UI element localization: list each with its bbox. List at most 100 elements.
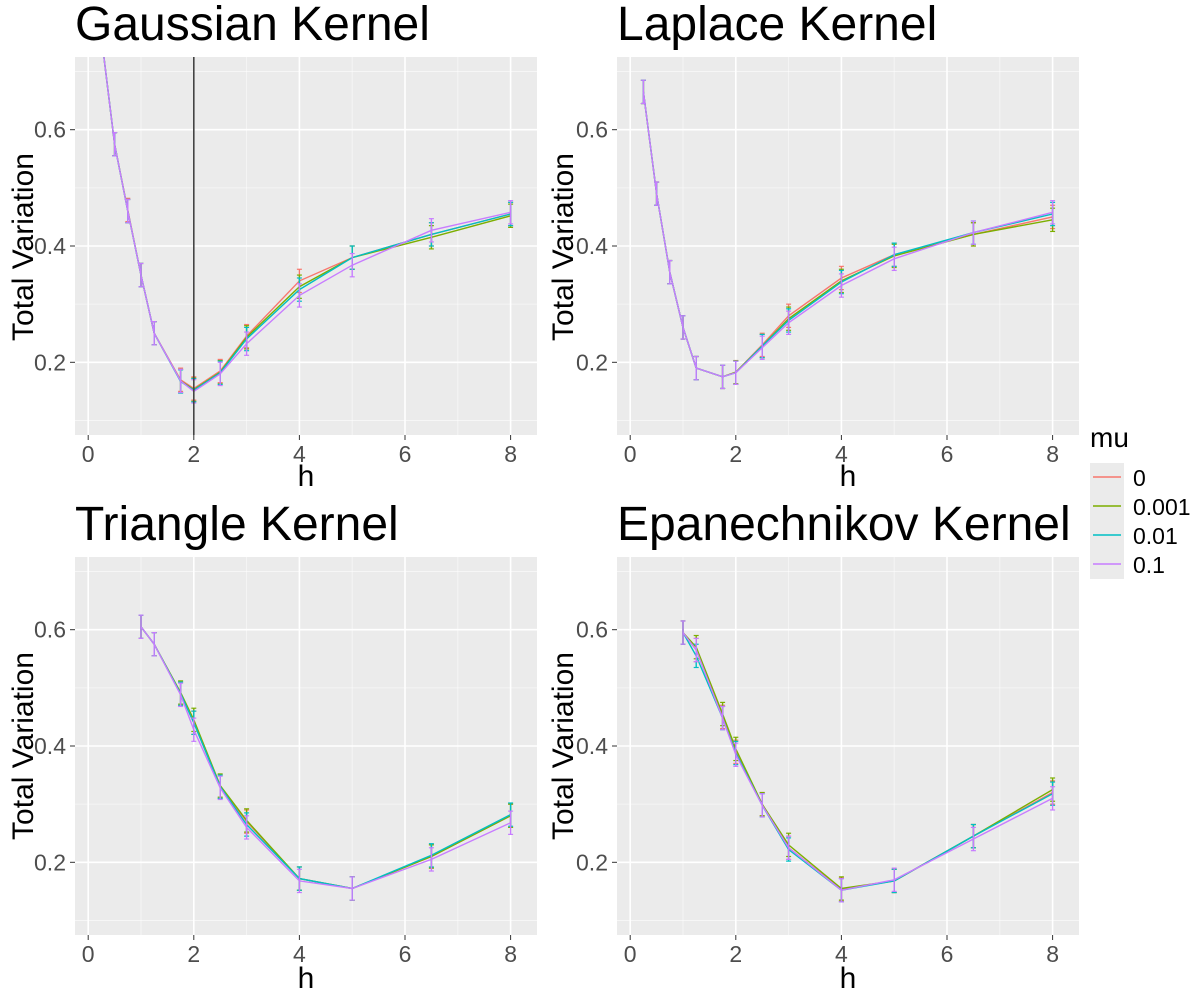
error-bar bbox=[640, 79, 646, 105]
error-bar bbox=[733, 742, 739, 767]
y-tick-label: 0.4 bbox=[576, 233, 608, 259]
error-bar bbox=[244, 815, 250, 840]
x-tick-label: 6 bbox=[399, 441, 412, 467]
error-bar bbox=[178, 368, 184, 394]
y-axis-title: Total Variation bbox=[7, 652, 40, 840]
x-tick-label: 8 bbox=[504, 941, 517, 967]
y-axis-title: Total Variation bbox=[547, 153, 580, 341]
series bbox=[680, 620, 1056, 903]
panel-title: Epanechnikov Kernel bbox=[617, 498, 1071, 551]
legend-item: 0.01 bbox=[1090, 521, 1178, 550]
y-tick-label: 0.2 bbox=[34, 849, 66, 875]
error-bar bbox=[112, 132, 118, 157]
y-tick-label: 0.4 bbox=[576, 733, 608, 759]
y-tick-label: 0.2 bbox=[576, 349, 608, 375]
panel-title: Laplace Kernel bbox=[617, 0, 937, 51]
error-bar bbox=[428, 847, 434, 872]
x-tick-label: 0 bbox=[82, 941, 95, 967]
x-tick-label: 2 bbox=[187, 441, 200, 467]
error-bar bbox=[733, 360, 739, 386]
error-bar bbox=[680, 315, 686, 340]
error-bar bbox=[786, 835, 792, 861]
error-bar bbox=[838, 273, 844, 298]
legend-label: 0 bbox=[1133, 465, 1146, 491]
plot-data bbox=[138, 614, 514, 901]
y-tick-label: 0.6 bbox=[576, 117, 608, 143]
plot-area: 0 2 4 6 8 0.2 0.4 0.6 bbox=[34, 57, 537, 467]
series bbox=[138, 614, 514, 901]
y-tick-label: 0.2 bbox=[34, 349, 66, 375]
error-bar bbox=[759, 335, 765, 360]
error-bar bbox=[891, 867, 897, 892]
error-bar bbox=[296, 868, 302, 894]
x-tick-label: 2 bbox=[729, 441, 742, 467]
error-bar bbox=[693, 355, 699, 381]
error-bar bbox=[296, 283, 302, 308]
y-tick-label: 0.4 bbox=[34, 733, 66, 759]
x-tick-label: 2 bbox=[187, 941, 200, 967]
x-tick-label: 6 bbox=[399, 941, 412, 967]
error-bar bbox=[217, 775, 223, 801]
x-tick-label: 4 bbox=[293, 441, 306, 467]
plot-area: 0 2 4 6 8 0.2 0.4 0.6 bbox=[34, 557, 537, 967]
panel-triangle: Triangle Kernel Total Variation h 0 2 4 6 80… bbox=[7, 498, 537, 995]
y-tick-label: 0.2 bbox=[576, 849, 608, 875]
legend: mu 0 0.001 0.01 0.1 bbox=[1090, 422, 1191, 579]
x-tick-label: 6 bbox=[941, 441, 954, 467]
legend-title: mu bbox=[1090, 422, 1129, 453]
error-bar bbox=[891, 246, 897, 272]
error-bar bbox=[508, 200, 514, 225]
x-tick-label: 8 bbox=[504, 441, 517, 467]
x-tick-label: 2 bbox=[729, 941, 742, 967]
error-bar bbox=[1050, 200, 1056, 225]
plot-area: 0 2 4 6 8 0.2 0.4 0.6 bbox=[576, 557, 1079, 967]
error-bar bbox=[680, 620, 686, 645]
legend-item: 0.1 bbox=[1090, 550, 1165, 579]
error-bar bbox=[125, 198, 131, 224]
x-tick-label: 0 bbox=[624, 941, 637, 967]
panel-title: Gaussian Kernel bbox=[75, 0, 430, 51]
legend-item: 0 bbox=[1090, 463, 1146, 492]
panel-epanechnikov: Epanechnikov Kernel Total Variation h 0 2… bbox=[547, 498, 1079, 995]
x-axis-title: h bbox=[840, 460, 857, 493]
error-bar bbox=[191, 717, 197, 742]
error-bar bbox=[138, 262, 144, 288]
y-tick-label: 0.6 bbox=[34, 117, 66, 143]
series bbox=[640, 79, 1056, 390]
error-bar bbox=[759, 793, 765, 818]
error-bar bbox=[667, 259, 673, 285]
legend-label: 0.001 bbox=[1133, 494, 1191, 520]
error-bar bbox=[349, 876, 355, 901]
grid bbox=[617, 557, 1079, 935]
error-bar bbox=[720, 705, 726, 731]
y-tick-label: 0.6 bbox=[34, 617, 66, 643]
panel-title: Triangle Kernel bbox=[75, 498, 399, 551]
plot-data bbox=[640, 79, 1056, 390]
x-axis-title: h bbox=[298, 962, 315, 995]
x-tick-label: 8 bbox=[1046, 941, 1059, 967]
x-tick-label: 0 bbox=[82, 441, 95, 467]
series-line bbox=[682, 632, 1053, 891]
panel-gaussian: Gaussian Kernel Total Variation h 0 2 4 6 80… bbox=[7, 0, 537, 493]
x-tick-label: 0 bbox=[624, 441, 637, 467]
y-tick-label: 0.6 bbox=[576, 617, 608, 643]
error-bar bbox=[786, 310, 792, 335]
error-bar bbox=[349, 252, 355, 278]
plot-area: 0 2 4 6 8 0.2 0.4 0.6 bbox=[576, 57, 1079, 467]
y-axis-title: Total Variation bbox=[547, 652, 580, 840]
error-bar bbox=[1050, 786, 1056, 811]
error-bar bbox=[720, 364, 726, 390]
error-bar bbox=[138, 614, 144, 640]
error-bar bbox=[428, 218, 434, 243]
error-bar bbox=[838, 877, 844, 903]
x-tick-label: 4 bbox=[835, 941, 848, 967]
error-bar bbox=[654, 181, 660, 206]
error-bar bbox=[693, 637, 699, 663]
error-bar bbox=[244, 331, 250, 356]
error-bar bbox=[217, 361, 223, 387]
error-bar bbox=[151, 631, 157, 657]
legend-item: 0.001 bbox=[1090, 492, 1191, 521]
legend-label: 0.01 bbox=[1133, 523, 1178, 549]
